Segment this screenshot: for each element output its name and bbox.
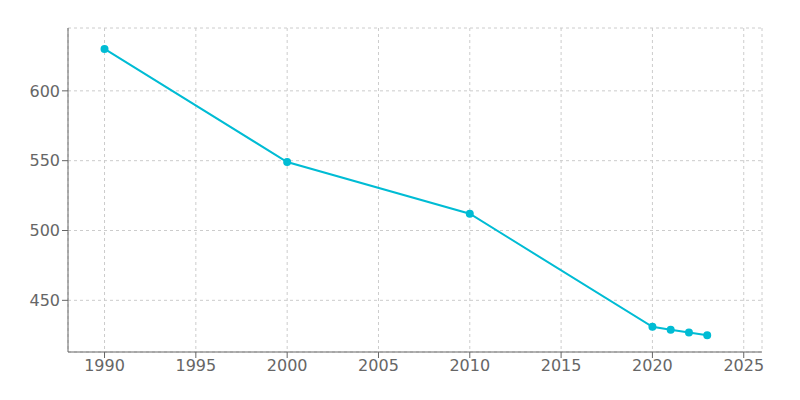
svg-text:450: 450 (29, 291, 60, 310)
svg-text:2000: 2000 (267, 356, 308, 375)
svg-text:600: 600 (29, 82, 60, 101)
svg-text:1990: 1990 (84, 356, 125, 375)
svg-text:2005: 2005 (358, 356, 399, 375)
svg-text:2020: 2020 (632, 356, 673, 375)
svg-text:2015: 2015 (541, 356, 582, 375)
svg-text:1995: 1995 (175, 356, 216, 375)
svg-text:2025: 2025 (723, 356, 764, 375)
svg-text:500: 500 (29, 221, 60, 240)
svg-text:550: 550 (29, 151, 60, 170)
svg-text:2010: 2010 (449, 356, 490, 375)
